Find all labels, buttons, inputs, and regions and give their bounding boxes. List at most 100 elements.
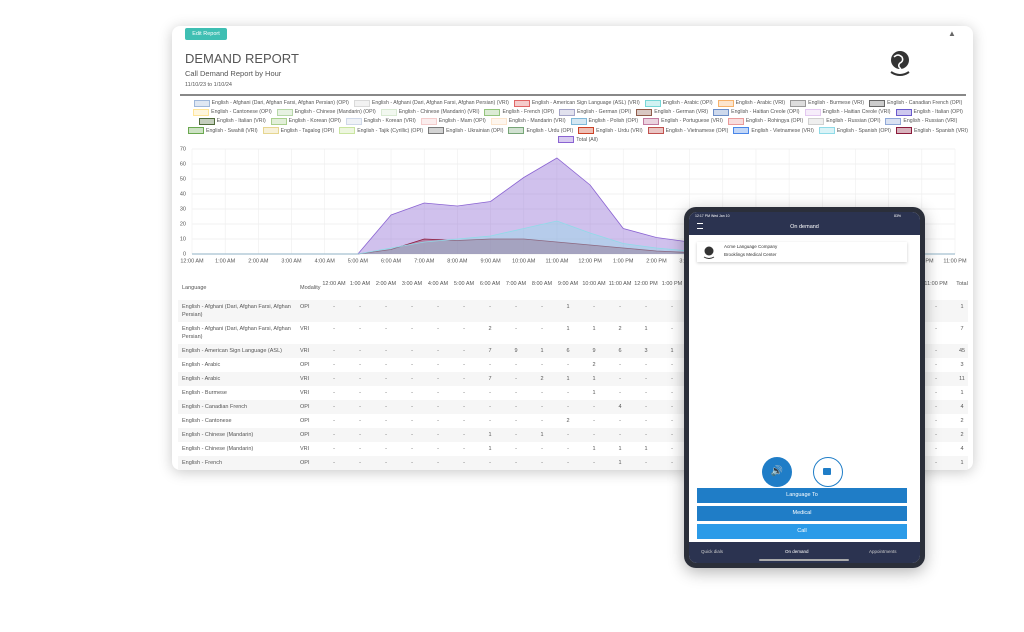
column-header: 1:00 AM — [349, 281, 371, 287]
cell-count: - — [541, 418, 543, 424]
cell-count: - — [463, 432, 465, 438]
category-button[interactable]: Medical — [697, 506, 907, 521]
tab-quick-dials[interactable]: Quick dials — [701, 549, 724, 554]
legend-item: English - Cantonese (OPI) — [193, 109, 272, 116]
account-logo — [703, 246, 715, 259]
x-tick-label: 5:00 AM — [348, 258, 369, 264]
cell-count: - — [935, 460, 937, 466]
call-button[interactable]: Call — [697, 524, 907, 539]
cell-count: - — [385, 362, 387, 368]
legend-label: English - Portuguese (VRI) — [661, 118, 723, 125]
legend-item: English - Russian (VRI) — [885, 118, 957, 125]
cell-count: - — [333, 348, 335, 354]
legend-swatch — [570, 118, 587, 125]
cell-count: - — [463, 390, 465, 396]
audio-button[interactable]: 🔊 — [762, 457, 792, 487]
cell-count: - — [671, 460, 673, 466]
cell-count: 1 — [644, 326, 648, 332]
legend-item: English - Swahili (VRI) — [188, 127, 258, 134]
legend-item: English - Italian (OPI) — [895, 109, 963, 116]
cell-count: 2 — [566, 418, 570, 424]
legend-item: English - Arabic (OPI) — [644, 100, 713, 107]
legend-label: English - Russian (OPI) — [826, 118, 881, 125]
cell-count: - — [333, 304, 335, 310]
legend-label: English - Chinese (Mandarin) (OPI) — [294, 109, 376, 116]
cell-count: - — [671, 326, 673, 332]
cell-count: - — [619, 376, 621, 382]
cell-modality: VRI — [300, 376, 310, 382]
legend-item: English - Haitian Creole (VRI) — [804, 109, 891, 116]
cell-count: - — [333, 326, 335, 332]
legend-swatch — [636, 109, 653, 116]
cell-count: 7 — [960, 326, 964, 332]
cell-count: - — [671, 376, 673, 382]
legend: English - Afghani (Dari, Afghan Farsi, A… — [188, 100, 968, 143]
cell-count: 2 — [488, 326, 492, 332]
site-name: Brooklings Medical Center — [724, 252, 777, 257]
table-row: English - Chinese (Mandarin) VRI - - - - - - 1 - -… — [178, 442, 968, 456]
cell-count: 1 — [592, 390, 596, 396]
top-bar — [689, 212, 920, 235]
legend-swatch — [727, 118, 744, 125]
cell-count: 1 — [540, 348, 544, 354]
menu-icon[interactable] — [697, 223, 703, 229]
cell-count: - — [645, 362, 647, 368]
legend-item: English - Urdu (OPI) — [508, 127, 573, 134]
cell-count: - — [385, 446, 387, 452]
cell-count: - — [437, 404, 439, 410]
cell-count: - — [463, 446, 465, 452]
cell-count: 1 — [960, 460, 964, 466]
cell-count: - — [671, 418, 673, 424]
legend-label: English - Vietnamese (OPI) — [665, 127, 729, 134]
cell-count: - — [411, 432, 413, 438]
tab-appointments[interactable]: Appointments — [869, 549, 897, 554]
legend-item: English - American Sign Language (ASL) (… — [513, 100, 640, 107]
legend-swatch — [193, 109, 210, 116]
area-fill — [192, 239, 955, 254]
cell-count: - — [567, 390, 569, 396]
cell-count: 1 — [960, 304, 964, 310]
x-tick-label: 1:00 PM — [613, 258, 634, 264]
legend-label: English - Urdu (OPI) — [526, 127, 574, 134]
video-button[interactable] — [813, 457, 843, 487]
legend-item: English - Afghani (Dari, Afghan Farsi, A… — [193, 100, 349, 107]
cell-count: - — [645, 304, 647, 310]
cell-language: English - Afghani (Dari, Afghan Farsi, A… — [182, 304, 291, 318]
cell-count: - — [935, 362, 937, 368]
legend-swatch — [490, 118, 507, 125]
legend-swatch — [559, 109, 576, 116]
legend-item: English - Portuguese (VRI) — [643, 118, 723, 125]
status-time: 12:17 PM Wed Jan 10 — [695, 214, 730, 218]
legend-label: English - Afghani (Dari, Afghan Farsi, A… — [211, 100, 349, 107]
legend-label: English - Haitian Creole (VRI) — [822, 109, 891, 116]
legend-item: English - Spanish (VRI) — [896, 127, 968, 134]
cell-count: - — [645, 390, 647, 396]
cell-count: - — [619, 362, 621, 368]
cell-count: - — [333, 460, 335, 466]
cell-modality: VRI — [300, 326, 310, 332]
cell-count: - — [437, 304, 439, 310]
cell-count: - — [411, 418, 413, 424]
tab-bar — [689, 542, 920, 563]
cell-count: - — [411, 348, 413, 354]
language-button[interactable]: Language To — [697, 488, 907, 503]
column-header: 11:00 PM — [924, 281, 948, 287]
report-subtitle: Call Demand Report by Hour — [185, 69, 282, 78]
cell-count: - — [359, 460, 361, 466]
cell-count: - — [411, 390, 413, 396]
legend-swatch — [188, 127, 205, 134]
tab-on-demand[interactable]: On demand — [785, 549, 809, 554]
edit-report-button[interactable]: Edit Report — [185, 28, 227, 40]
column-header: 10:00 AM — [582, 281, 606, 287]
cell-count: 6 — [618, 348, 622, 354]
cell-modality: OPI — [300, 432, 310, 438]
cell-count: 3 — [960, 362, 964, 368]
cell-count: - — [437, 326, 439, 332]
cell-count: - — [935, 326, 937, 332]
legend-swatch — [270, 118, 287, 125]
table-row: English - Cantonese OPI - - - - - - - - - 2 - - - - - 2 — [178, 414, 968, 428]
divider — [180, 94, 966, 96]
collapse-icon[interactable]: ▲ — [948, 29, 956, 38]
cell-count: - — [515, 362, 517, 368]
cell-count: 6 — [566, 348, 570, 354]
